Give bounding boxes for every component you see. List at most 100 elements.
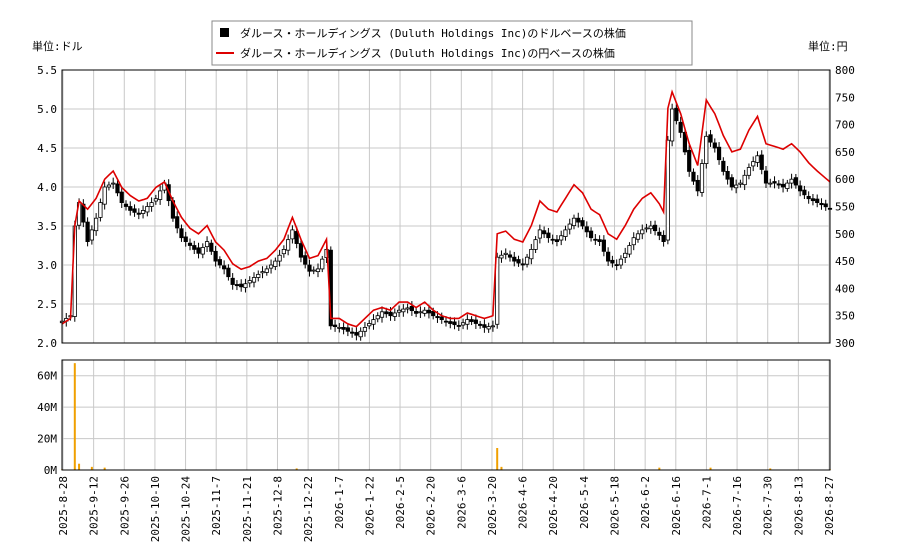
candle-body — [136, 212, 141, 215]
candle-body — [460, 322, 466, 326]
candle-body — [443, 320, 449, 323]
candle-body — [448, 321, 453, 324]
jpy-tick-label: 650 — [835, 146, 855, 159]
candle-body — [678, 121, 683, 133]
volume-tick-label: 60M — [37, 370, 57, 383]
legend: ダルース・ホールディングス (Duluth Holdings Inc)のドルベー… — [211, 20, 693, 66]
candle-body — [281, 248, 286, 255]
candle-body — [576, 217, 581, 223]
candle-body — [584, 226, 589, 233]
usd-axis-ticks: 2.0 2.5 3.0 3.5 4.0 4.5 5.0 5.5 — [37, 64, 57, 350]
candle-body — [251, 277, 257, 283]
candle-body — [115, 183, 120, 194]
candle-body — [226, 267, 231, 278]
candle-body — [815, 198, 820, 203]
candle-body — [149, 202, 154, 207]
candle-body — [128, 206, 133, 211]
volume-panel-frame — [61, 359, 831, 471]
candle-body — [661, 234, 666, 243]
candle-body — [158, 190, 163, 200]
candle-body — [567, 223, 572, 230]
candle-body — [388, 311, 393, 317]
candle-body — [618, 258, 624, 266]
date-tick-label: 2025-9-12 — [88, 476, 101, 536]
candle-body — [384, 311, 389, 315]
candle-body — [623, 252, 628, 258]
candle-body — [806, 195, 811, 200]
candle-body — [290, 229, 295, 240]
date-tick-label: 2026-5-4 — [578, 476, 591, 529]
candle-body — [268, 264, 274, 269]
candle-body — [222, 265, 227, 270]
candle-body — [273, 260, 278, 267]
volume-bar — [496, 448, 499, 470]
candle-body — [379, 311, 385, 318]
candle-body — [303, 255, 308, 265]
candle-body — [239, 283, 244, 288]
candle-body — [140, 209, 146, 214]
candle-body — [563, 229, 568, 237]
jpy-tick-label: 600 — [835, 173, 855, 186]
candle-body — [554, 239, 560, 242]
candle-body — [593, 238, 598, 241]
candle-body — [264, 268, 269, 273]
candle-body — [358, 330, 363, 338]
candle-body — [465, 319, 470, 325]
jpy-tick-label: 550 — [835, 201, 855, 214]
candle-body — [763, 170, 769, 184]
jpy-unit-label: 単位:円 — [808, 39, 848, 53]
usd-tick-label: 4.5 — [37, 142, 57, 155]
candle-body — [635, 233, 641, 240]
candle-body — [529, 248, 534, 260]
price-panel-grid — [62, 69, 830, 344]
candle-body — [332, 324, 338, 328]
jpy-tick-label: 300 — [835, 337, 855, 350]
volume-bar — [658, 467, 661, 470]
candle-body — [345, 327, 350, 332]
candle-body — [746, 167, 752, 176]
candle-body — [682, 131, 688, 153]
volume-bar — [769, 468, 772, 470]
usd-tick-label: 2.5 — [37, 298, 57, 311]
volume-bar — [78, 463, 81, 470]
date-tick-label: 2026-7-1 — [700, 476, 713, 529]
candle-body — [512, 256, 517, 262]
jpy-price-line — [61, 89, 831, 328]
candle-body — [341, 326, 346, 330]
candle-body — [456, 325, 461, 327]
candle-body — [640, 229, 645, 235]
candle-body — [256, 273, 261, 278]
candle-body — [482, 324, 487, 328]
candle-body — [102, 186, 107, 205]
candle-body — [571, 217, 577, 227]
candle-body — [106, 184, 112, 188]
candle-body — [819, 202, 824, 206]
jpy-tick-label: 800 — [835, 64, 855, 77]
usd-unit-label: 単位:ドル — [32, 39, 83, 53]
candle-body — [687, 149, 692, 172]
candle-body — [431, 311, 436, 317]
candle-body — [507, 254, 513, 258]
date-tick-label: 2026-2-20 — [425, 476, 438, 536]
candle-body — [286, 239, 291, 251]
candle-body — [691, 171, 696, 182]
candle-body — [213, 250, 218, 262]
candle-body — [606, 251, 611, 262]
legend-jpy-label: ダルース・ホールディングス (Duluth Holdings Inc)の円ベース… — [240, 46, 615, 60]
candle-body — [234, 284, 240, 287]
candle-body — [145, 206, 150, 213]
candle-body — [712, 142, 717, 149]
jpy-tick-label: 350 — [835, 310, 855, 323]
price-panel-frame — [61, 69, 831, 344]
candle-body — [644, 227, 649, 230]
candle-body — [350, 331, 355, 334]
date-tick-label: 2026-6-2 — [639, 476, 652, 529]
candle-body — [418, 311, 423, 314]
candle-body — [243, 283, 248, 289]
date-tick-label: 2026-1-22 — [363, 476, 376, 536]
candle-body — [631, 237, 636, 246]
candle-body — [452, 321, 457, 326]
date-tick-label: 2026-8-13 — [792, 476, 805, 536]
date-tick-label: 2026-4-6 — [517, 476, 530, 529]
